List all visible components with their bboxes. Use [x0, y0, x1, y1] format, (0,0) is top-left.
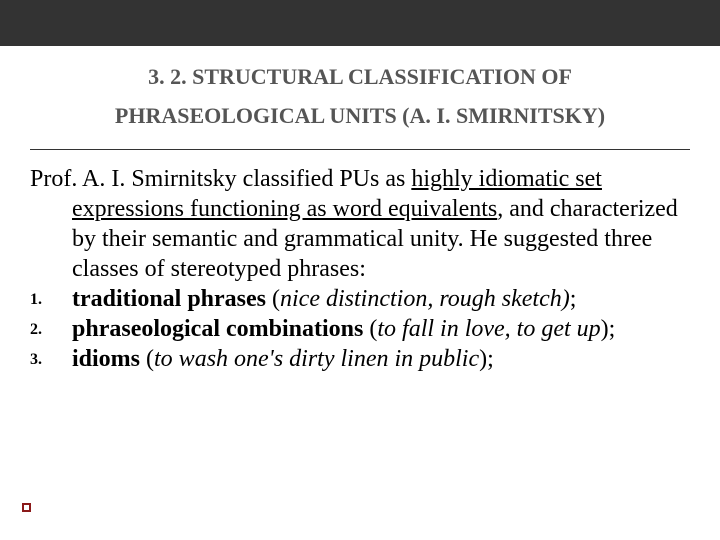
item-italic: to wash one's dirty linen in public — [154, 346, 479, 372]
item-tail: ); — [479, 346, 494, 372]
list-number: 3. — [30, 344, 72, 370]
item-open: ( — [266, 286, 280, 312]
title-line-1: 3. 2. STRUCTURAL CLASSIFICATION OF — [40, 58, 680, 97]
item-italic: to fall in love, to get up — [377, 316, 600, 342]
item-italic: nice distinction, rough sketch) — [280, 286, 570, 312]
list-text: idioms (to wash one's dirty linen in pub… — [72, 344, 690, 374]
list-item: 3. idioms (to wash one's dirty linen in … — [30, 344, 690, 374]
item-tail: ; — [570, 286, 577, 312]
divider — [30, 149, 690, 150]
item-bold: phraseological combinations — [72, 316, 363, 342]
list-item: 2. phraseological combinations (to fall … — [30, 314, 690, 344]
item-open: ( — [140, 346, 154, 372]
title-close-paren: ) — [598, 103, 605, 128]
title-line-2-main: PHRASEOLOGICAL UNITS (A. I. SMIRNITSKY — [115, 103, 598, 128]
list-number: 2. — [30, 314, 72, 340]
list-item: 1. traditional phrases (nice distinction… — [30, 284, 690, 314]
corner-bullet — [22, 500, 37, 518]
item-bold: idioms — [72, 346, 140, 372]
item-tail: ); — [601, 316, 616, 342]
list-text: phraseological combinations (to fall in … — [72, 314, 690, 344]
numbered-list: 1. traditional phrases (nice distinction… — [30, 284, 690, 374]
slide-title: 3. 2. STRUCTURAL CLASSIFICATION OF PHRAS… — [0, 46, 720, 149]
top-bar — [0, 0, 720, 46]
body-content: Prof. A. I. Smirnitsky classified PUs as… — [0, 164, 720, 374]
square-bullet-icon — [22, 503, 31, 512]
intro-paragraph: Prof. A. I. Smirnitsky classified PUs as… — [30, 164, 690, 284]
list-text: traditional phrases (nice distinction, r… — [72, 284, 690, 314]
para-lead: Prof. A. I. Smirnitsky classified PUs as — [30, 166, 411, 192]
title-line-2: PHRASEOLOGICAL UNITS (A. I. SMIRNITSKY) — [40, 97, 680, 136]
item-bold: traditional phrases — [72, 286, 266, 312]
item-open: ( — [363, 316, 377, 342]
list-number: 1. — [30, 284, 72, 310]
